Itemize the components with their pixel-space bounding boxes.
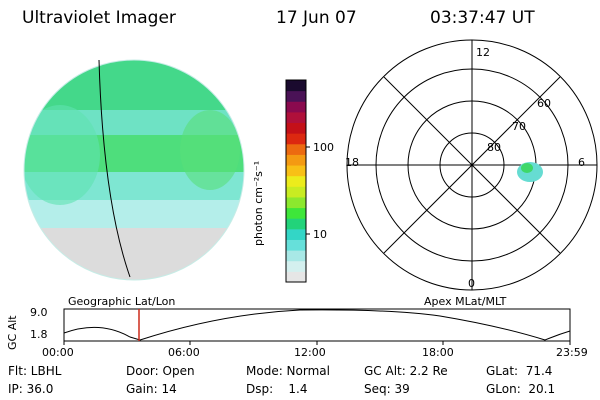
mlt-label-0: 0 <box>468 277 475 290</box>
colorbar-band <box>286 260 306 272</box>
info-filter: Flt: LBHL <box>8 364 62 378</box>
colorbar-band <box>286 143 306 155</box>
info-mode: Mode: Normal <box>246 364 330 378</box>
orbit-xtick-1200: 12:00 <box>294 346 326 359</box>
colorbar-band <box>286 165 306 177</box>
mlt-label-12: 12 <box>476 46 490 59</box>
polar-plot <box>346 39 598 291</box>
colorbar-tick-100: 100 <box>313 141 334 154</box>
mlt-label-6: 6 <box>578 156 585 169</box>
info-gain: Gain: 14 <box>126 382 177 396</box>
orbit-ytick-low: 1.8 <box>30 328 48 341</box>
observation-time: 03:37:47 UT <box>430 8 535 28</box>
info-glon: GLon: 20.1 <box>486 382 556 396</box>
info-door: Door: Open <box>126 364 195 378</box>
info-glat: GLat: 71.4 <box>486 364 553 378</box>
colorbar-band <box>286 80 306 92</box>
orbit-xtick-0600: 06:00 <box>168 346 200 359</box>
info-gc-alt: GC Alt: 2.2 Re <box>364 364 448 378</box>
terminator-line <box>98 59 131 278</box>
colorbar-band <box>286 271 306 283</box>
lat-label-80: 80 <box>487 141 501 154</box>
orbit-altitude-curve <box>63 309 571 341</box>
orbit-ytick-high: 9.0 <box>30 306 48 319</box>
colorbar-band <box>286 90 306 102</box>
colorbar <box>286 80 306 283</box>
colorbar-band <box>286 196 306 209</box>
instrument-title: Ultraviolet Imager <box>22 8 176 28</box>
colorbar-band <box>286 228 306 240</box>
colorbar-frame <box>285 79 307 283</box>
polar-caption: Apex MLat/MLT <box>424 295 507 308</box>
mlt-label-18: 18 <box>345 156 359 169</box>
globe-caption: Geographic Lat/Lon <box>68 295 176 308</box>
lat-label-60: 60 <box>537 97 551 110</box>
colorbar-band <box>286 154 306 166</box>
orbit-xtick-1800: 18:00 <box>422 346 454 359</box>
colorbar-band <box>286 111 306 124</box>
colorbar-unit-label: photon cm⁻²s⁻¹ <box>252 160 265 246</box>
colorbar-band <box>286 175 306 187</box>
orbit-xtick-2359: 23:59 <box>556 346 588 359</box>
colorbar-band <box>286 186 306 198</box>
lat-label-70: 70 <box>512 120 526 133</box>
orbit-xtick-0000: 00:00 <box>42 346 74 359</box>
colorbar-band <box>286 101 306 113</box>
info-dsp: Dsp: 1.4 <box>246 382 308 396</box>
auroral-oval-patch <box>517 162 543 182</box>
colorbar-band <box>286 207 306 219</box>
colorbar-band <box>286 133 306 145</box>
colorbar-band <box>286 239 306 251</box>
colorbar-band <box>286 250 306 262</box>
observation-date: 17 Jun 07 <box>276 8 357 28</box>
colorbar-tick-10: 10 <box>313 228 327 241</box>
orbit-plot-frame <box>63 308 571 342</box>
colorbar-band <box>286 122 306 134</box>
info-seq: Seq: 39 <box>364 382 410 396</box>
info-ip: IP: 36.0 <box>8 382 54 396</box>
colorbar-band <box>286 218 306 230</box>
orbit-ylabel: GC Alt <box>6 315 19 350</box>
